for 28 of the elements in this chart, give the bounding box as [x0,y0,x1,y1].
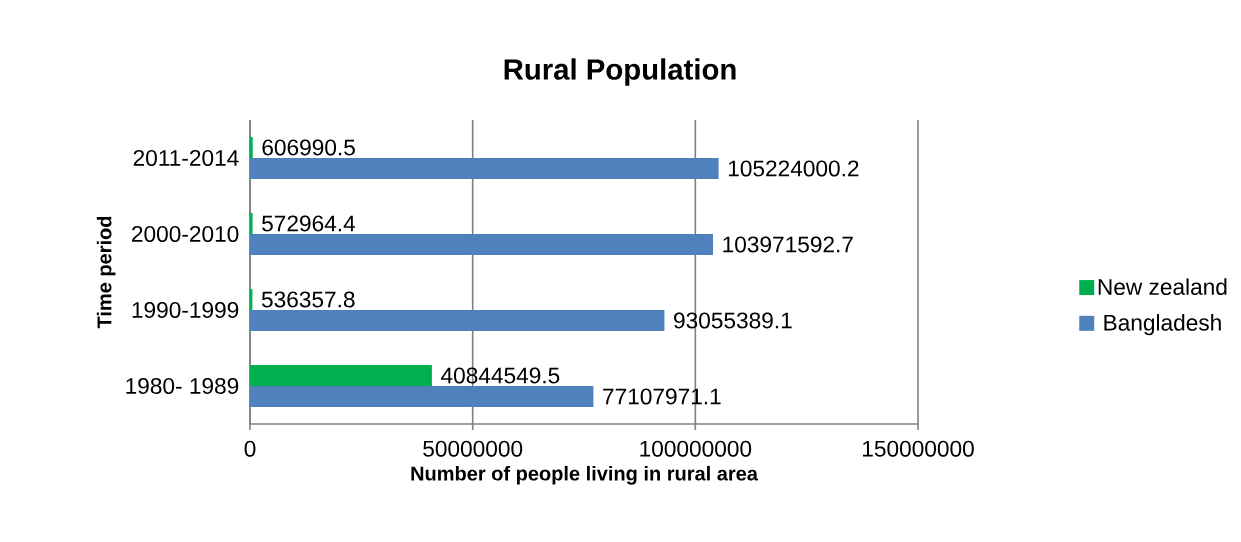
x-tick-label: 0 [244,440,256,457]
x-tick-label: 50000000 [423,440,523,457]
data-label: 93055389.1 [674,312,792,329]
y-axis-title: Time period [96,216,116,329]
data-label: 606990.5 [262,139,355,156]
data-label: 572964.4 [262,215,356,232]
bar [250,309,665,331]
chart-title: Rural Population [504,58,736,86]
y-tick-label: 2011-2014 [133,149,239,167]
data-label: 103971592.7 [723,236,853,253]
x-tick-label: 150000000 [863,440,974,457]
data-label: 40844549.5 [441,367,560,384]
bar [250,364,432,386]
data-label: 77107971.1 [603,388,721,405]
y-tick-label: 2000-2010 [132,225,239,243]
x-axis-title: Number of people living in rural area [411,465,759,485]
bar [250,212,253,234]
bar [250,136,253,158]
bar [250,157,719,179]
bar [250,233,714,255]
x-tick-label: 100000000 [640,440,752,457]
y-tick-label: 1980- 1989 [126,377,239,395]
bar [250,385,594,407]
legend-label: New zealand [1098,278,1227,295]
y-tick-label: 1990-1999 [132,301,239,319]
data-label: 536357.8 [261,291,355,308]
legend-label: Bangladesh [1104,314,1221,336]
data-label: 105224000.2 [728,160,859,177]
